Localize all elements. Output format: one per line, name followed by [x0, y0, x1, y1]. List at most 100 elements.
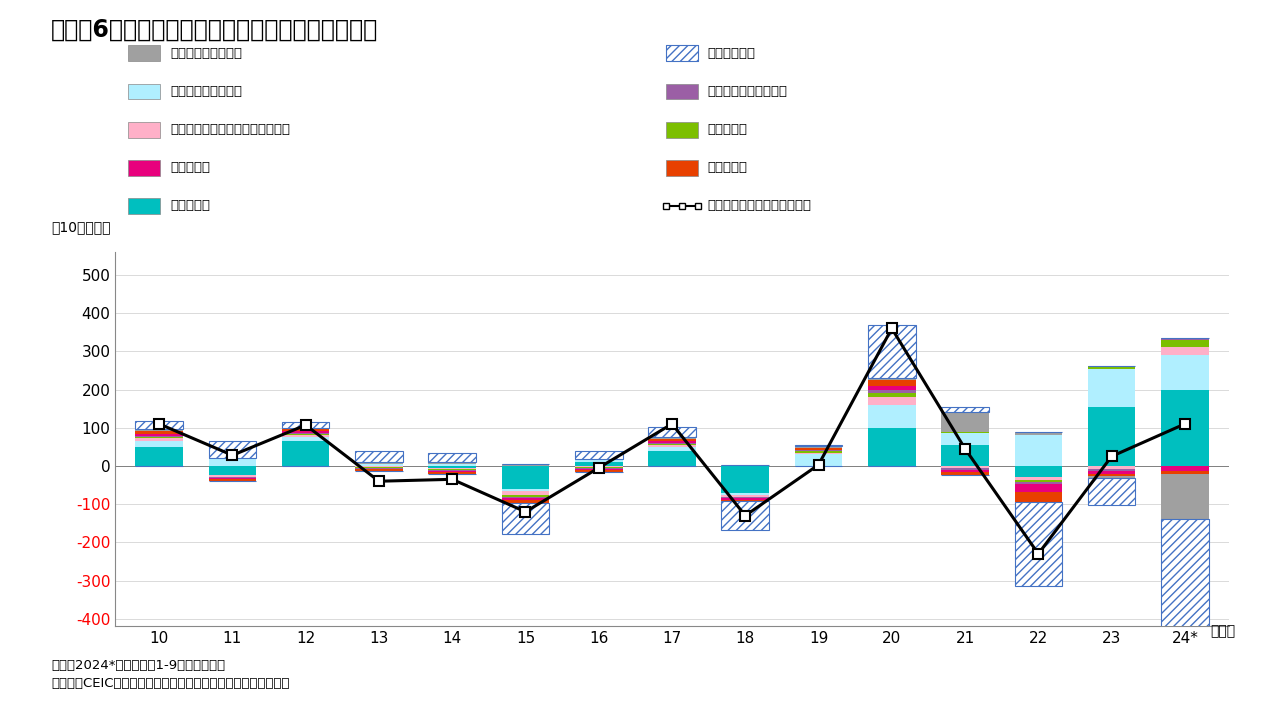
Bar: [1015, 482, 1062, 484]
Bar: [648, 444, 696, 445]
Bar: [209, 479, 256, 481]
Bar: [575, 468, 622, 469]
Bar: [355, 467, 403, 468]
Bar: [355, 462, 403, 464]
Bar: [868, 386, 915, 390]
Bar: [648, 438, 696, 441]
Bar: [282, 437, 329, 441]
Bar: [429, 469, 476, 471]
Bar: [1088, 478, 1135, 505]
Bar: [282, 433, 329, 434]
Bar: [1161, 355, 1208, 390]
Bar: [1161, 347, 1208, 355]
Bar: [209, 458, 256, 459]
Bar: [282, 436, 329, 437]
Text: （注）2024*年の計数は1-9月期のもの。: （注）2024*年の計数は1-9月期のもの。: [51, 659, 225, 672]
Bar: [209, 477, 256, 478]
Bar: [575, 460, 622, 462]
Bar: [136, 436, 183, 437]
Bar: [502, 464, 549, 466]
Text: 欧州投資家: 欧州投資家: [170, 199, 210, 212]
Bar: [136, 437, 183, 438]
Bar: [868, 405, 915, 428]
Text: 日中韓以外のアジア地域の投資家: 日中韓以外のアジア地域の投資家: [170, 123, 291, 136]
Bar: [1161, 474, 1208, 519]
Bar: [282, 423, 329, 428]
Bar: [1015, 436, 1062, 466]
Bar: [868, 378, 915, 380]
Bar: [429, 468, 476, 469]
Bar: [868, 390, 915, 392]
Bar: [429, 462, 476, 464]
Text: 日本投資家: 日本投資家: [708, 161, 748, 174]
Bar: [941, 468, 989, 469]
Bar: [1161, 519, 1208, 630]
Bar: [1015, 484, 1062, 492]
Bar: [941, 469, 989, 472]
Bar: [209, 478, 256, 479]
Text: （10億ドル）: （10億ドル）: [51, 220, 110, 234]
Bar: [1088, 407, 1135, 466]
Bar: [136, 438, 183, 441]
Bar: [722, 501, 769, 530]
Bar: [429, 466, 476, 468]
Text: ラテンアメリカ投資家: ラテンアメリカ投資家: [708, 85, 788, 98]
Bar: [282, 434, 329, 436]
Bar: [209, 475, 256, 477]
Bar: [941, 413, 989, 431]
Bar: [1088, 469, 1135, 471]
Text: 韓国投資家: 韓国投資家: [708, 123, 748, 136]
Bar: [575, 459, 622, 460]
Bar: [648, 428, 696, 437]
Bar: [1015, 466, 1062, 477]
Bar: [868, 380, 915, 386]
Bar: [941, 431, 989, 433]
Bar: [575, 469, 622, 472]
Bar: [355, 451, 403, 462]
Bar: [502, 500, 549, 503]
Bar: [1161, 338, 1208, 341]
Bar: [355, 464, 403, 466]
Bar: [282, 429, 329, 431]
Bar: [1161, 471, 1208, 474]
Text: （図表6）米国への非居住者による株式投資フロー: （図表6）米国への非居住者による株式投資フロー: [51, 18, 379, 42]
Bar: [502, 498, 549, 500]
Bar: [429, 464, 476, 466]
Bar: [722, 465, 769, 466]
Bar: [502, 491, 549, 495]
Bar: [209, 466, 256, 475]
Bar: [795, 454, 842, 466]
Text: （出所）CEICよりインベスコが作成。一部はインベスコが推計: （出所）CEICよりインベスコが作成。一部はインベスコが推計: [51, 677, 289, 690]
Bar: [941, 433, 989, 445]
Bar: [429, 472, 476, 474]
Bar: [136, 429, 183, 431]
Bar: [136, 421, 183, 429]
Bar: [502, 466, 549, 489]
Bar: [1088, 476, 1135, 478]
Bar: [795, 450, 842, 451]
Bar: [1088, 366, 1135, 369]
Bar: [575, 466, 622, 467]
Bar: [502, 497, 549, 498]
Bar: [722, 498, 769, 500]
Bar: [209, 459, 256, 466]
Bar: [575, 451, 622, 459]
Bar: [136, 441, 183, 447]
Bar: [722, 497, 769, 498]
Text: （年）: （年）: [1210, 624, 1235, 638]
Bar: [1015, 480, 1062, 482]
Bar: [795, 449, 842, 450]
Bar: [795, 451, 842, 453]
Bar: [941, 466, 989, 468]
Bar: [795, 444, 842, 446]
Text: カナダ投資家: カナダ投資家: [708, 47, 755, 60]
Text: カリブ海地域投資家: カリブ海地域投資家: [170, 85, 242, 98]
Bar: [648, 443, 696, 444]
Bar: [648, 445, 696, 447]
Text: 中国投資家: 中国投資家: [170, 161, 210, 174]
Bar: [429, 453, 476, 462]
Bar: [722, 466, 769, 492]
Bar: [648, 447, 696, 451]
Bar: [1088, 369, 1135, 407]
Bar: [868, 392, 915, 397]
